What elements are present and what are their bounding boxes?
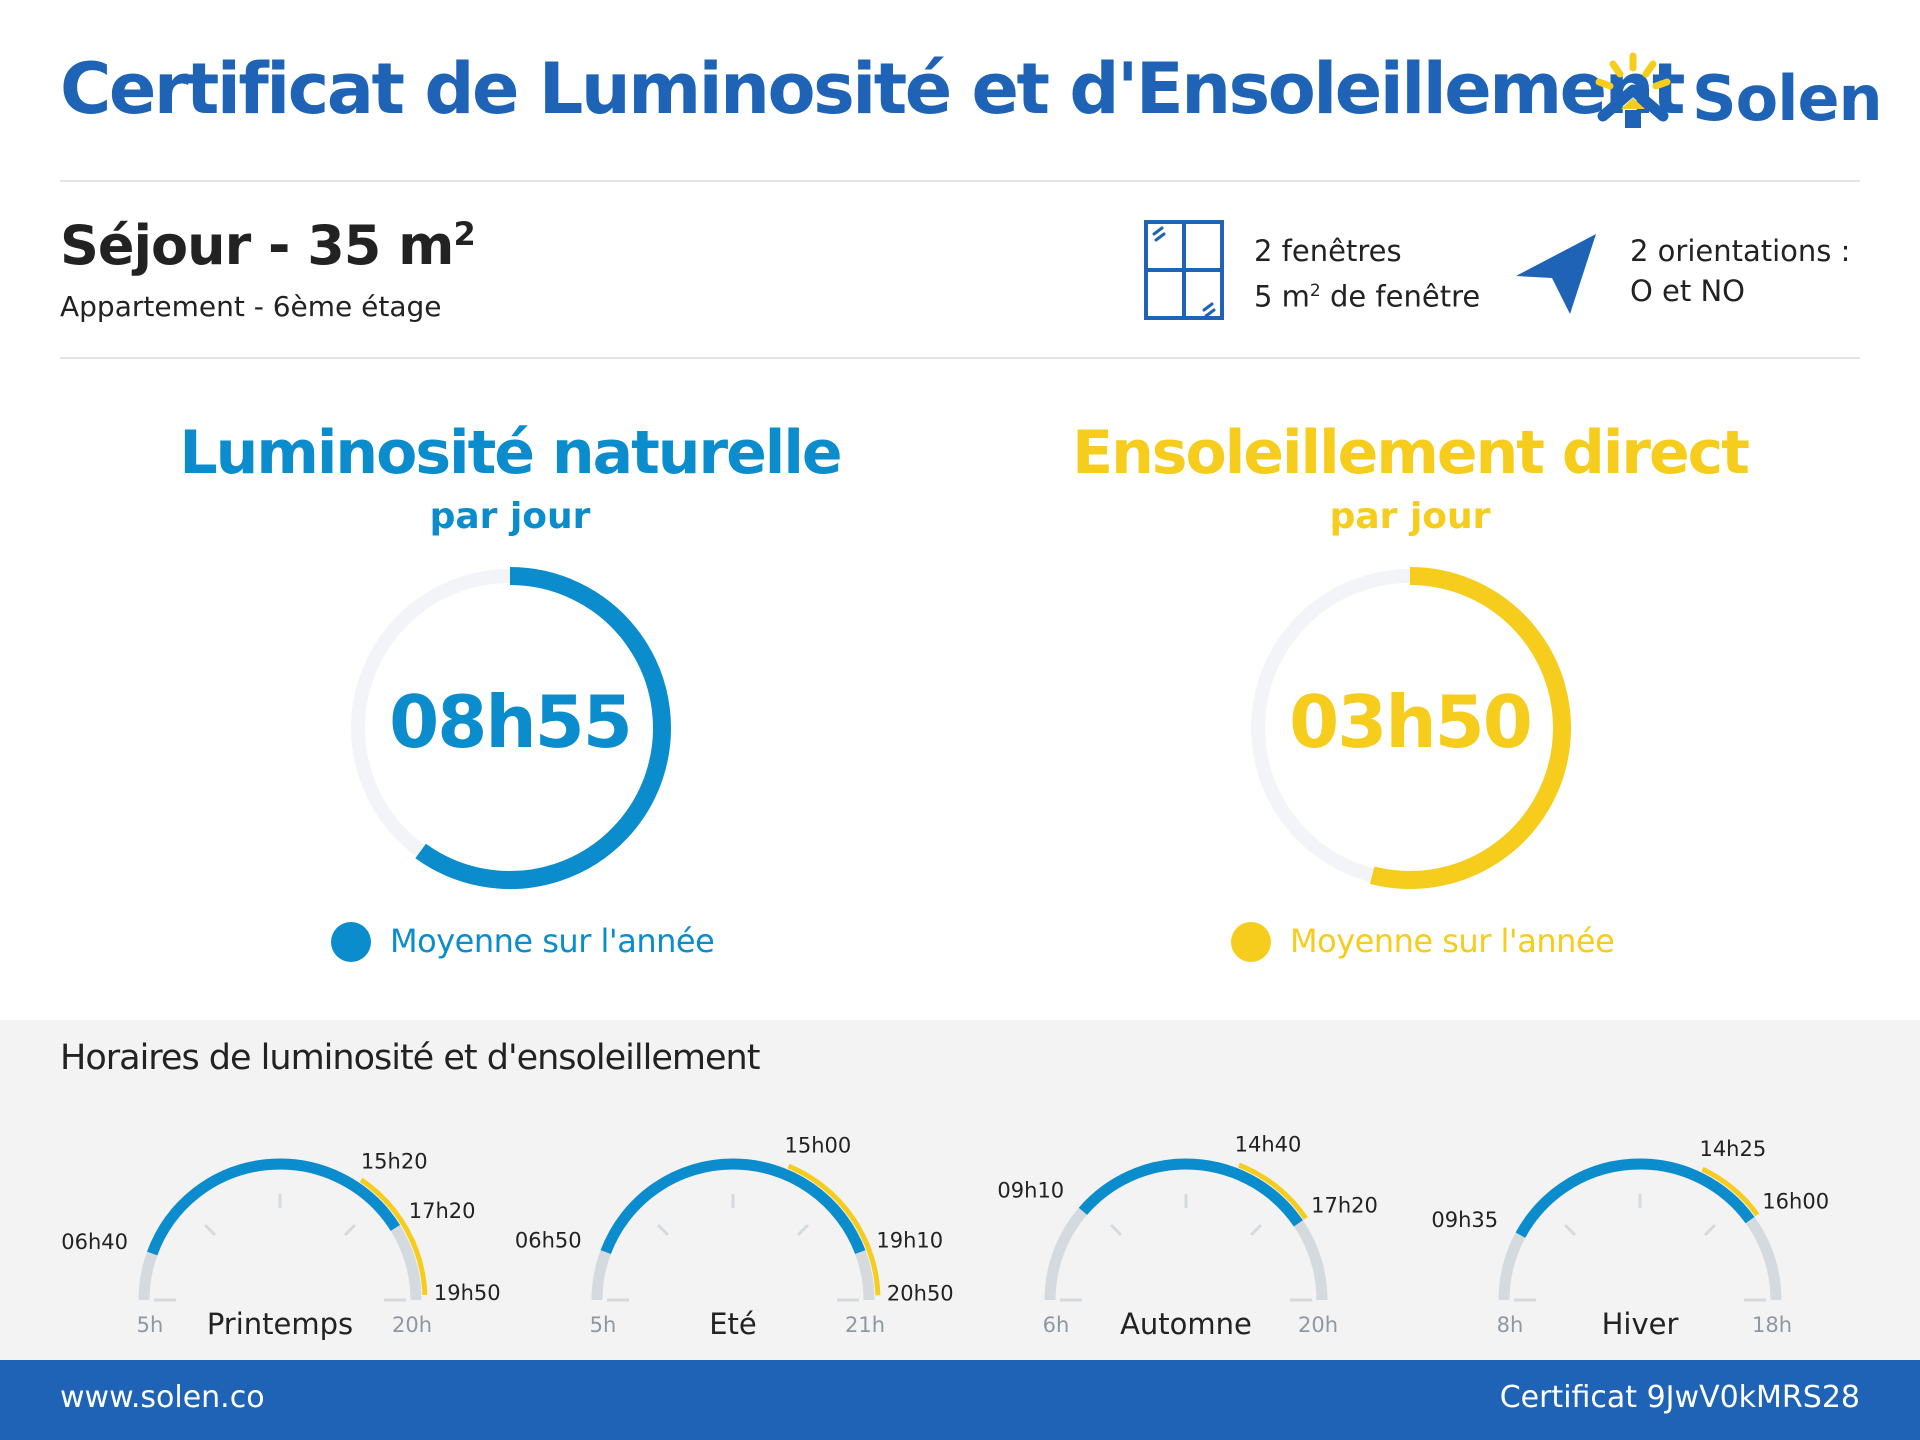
gauge-label-luminosity-start: 06h40 [61, 1230, 128, 1254]
luminosity-subtitle: par jour [429, 496, 591, 537]
luminosity-legend: Moyenne sur l'année [390, 922, 715, 960]
gauge-label-sunlight-start: 15h20 [361, 1149, 428, 1173]
gauge-label-sunlight-end: 20h50 [887, 1282, 954, 1306]
brand-name: Solen [1692, 62, 1883, 135]
gauge-tick [203, 1223, 217, 1237]
gauge-sunlight-arc [1701, 1166, 1760, 1217]
gauge-luminosity-arc [1515, 1158, 1755, 1238]
gauge-range-start: 5h [137, 1313, 164, 1337]
sunlight-legend: Moyenne sur l'année [1290, 922, 1615, 960]
gauge-season-name: Hiver [1602, 1307, 1679, 1341]
sunlight-value: 03h50 [1289, 680, 1533, 764]
compass-arrow-icon [1516, 234, 1596, 314]
window-icon [1144, 220, 1224, 320]
windows-info: 2 fenêtres 5 m2 de fenêtre [1254, 231, 1480, 317]
gauge-tick [1109, 1223, 1123, 1237]
gauge-label-luminosity-start: 06h50 [515, 1229, 582, 1253]
gauge-range-start: 8h [1497, 1313, 1524, 1337]
gauge-label-sunlight-start: 14h40 [1235, 1132, 1302, 1156]
page-title: Certificat de Luminosité et d'Ensoleille… [60, 48, 1685, 130]
gauge-label-sunlight-end: 19h50 [434, 1281, 501, 1305]
gauge-label-luminosity-end: 17h20 [1311, 1193, 1378, 1217]
sunlight-subtitle: par jour [1329, 496, 1491, 537]
gauge-range-end: 20h [392, 1313, 432, 1337]
room-title: Séjour - 35 m2 [60, 214, 476, 277]
orientation-directions: O et NO [1630, 274, 1745, 308]
schedule-panel [0, 1020, 1920, 1360]
gauge-luminosity-arc [147, 1158, 400, 1256]
sunlight-arc [1369, 567, 1571, 889]
room-description: Appartement - 6ème étage [60, 290, 442, 323]
gauge-track [1498, 1158, 1782, 1301]
legend-dot-sunlight [1231, 922, 1271, 962]
divider [60, 357, 1860, 359]
gauge-sunlight-arc [359, 1177, 428, 1296]
sun-house-icon [1595, 52, 1671, 128]
gauge-range-start: 5h [590, 1313, 617, 1337]
gauge-range-start: 6h [1043, 1313, 1070, 1337]
gauge-luminosity-arc [600, 1158, 866, 1255]
gauge-track [1044, 1158, 1328, 1301]
legend-dot-luminosity [331, 922, 371, 962]
orientation-info: 2 orientations : O et NO [1630, 231, 1850, 311]
gauge-season-name: Eté [709, 1307, 757, 1341]
gauge-range-end: 18h [1752, 1313, 1792, 1337]
gauge-label-luminosity-start: 09h10 [997, 1179, 1064, 1203]
gauge-label-sunlight-start: 15h00 [785, 1134, 852, 1158]
gauge-label-luminosity-start: 09h35 [1431, 1208, 1498, 1232]
gauge-label-luminosity-end: 19h10 [876, 1229, 943, 1253]
gauge-season-name: Printemps [207, 1307, 353, 1341]
gauge-tick [796, 1223, 810, 1237]
season-gauges: 5h 20h Printemps 06h40 15h20 17h20 19h50 5h 21h E… [61, 1132, 1829, 1341]
orientation-count: 2 orientations : [1630, 234, 1851, 268]
gauge-track [591, 1158, 875, 1301]
gauge-tick [656, 1223, 670, 1237]
luminosity-title: Luminosité naturelle [179, 418, 842, 488]
gauge-tick [1249, 1223, 1263, 1237]
gauge-range-end: 20h [1298, 1313, 1338, 1337]
divider [60, 180, 1860, 182]
gauge-tick [1563, 1223, 1577, 1237]
schedule-title: Horaires de luminosité et d'ensoleilleme… [60, 1038, 760, 1078]
gauge-tick [1703, 1223, 1717, 1237]
luminosity-arc [415, 567, 671, 889]
gauge-range-end: 21h [845, 1313, 885, 1337]
windows-area: 5 m2 de fenêtre [1254, 279, 1481, 314]
windows-count: 2 fenêtres [1254, 234, 1402, 268]
gauge-sunlight-arc [787, 1163, 881, 1296]
luminosity-ring [351, 567, 671, 889]
sunlight-ring [1251, 567, 1571, 889]
luminosity-value: 08h55 [389, 680, 633, 764]
gauge-luminosity-arc [1078, 1158, 1303, 1227]
footer-certificate-id: Certificat 9JwV0kMRS28 [1499, 1380, 1860, 1415]
sunlight-title: Ensoleillement direct [1072, 418, 1750, 488]
gauge-tick [343, 1223, 357, 1237]
gauge-track [138, 1158, 422, 1301]
gauge-label-luminosity-end: 16h00 [1762, 1189, 1829, 1213]
gauge-label-luminosity-end: 17h20 [409, 1199, 476, 1223]
footer-bar [0, 1360, 1920, 1440]
footer-website[interactable]: www.solen.co [60, 1380, 265, 1415]
gauge-season-name: Automne [1120, 1307, 1252, 1341]
gauge-sunlight-arc [1238, 1162, 1308, 1220]
gauge-label-sunlight-start: 14h25 [1699, 1137, 1766, 1161]
